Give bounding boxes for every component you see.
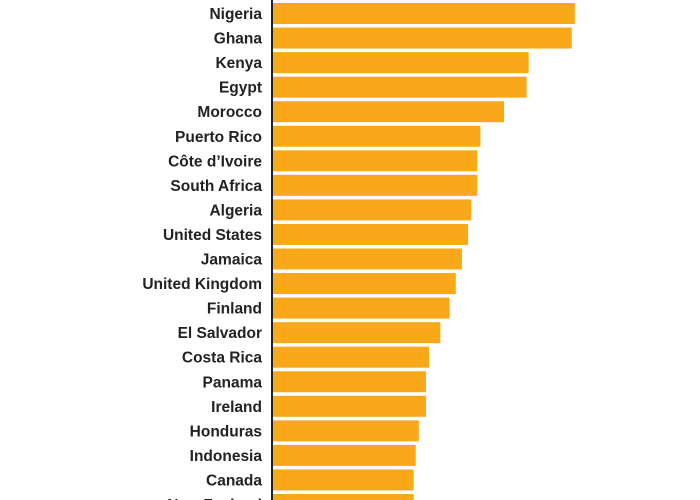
category-label: United Kingdom <box>142 276 262 293</box>
bar-united-kingdom <box>272 273 456 295</box>
category-label: El Salvador <box>178 325 262 342</box>
bar-el-salvador <box>272 322 441 344</box>
category-labels-group: Nigeria Ghana Kenya Egypt Morocco Puerto Rico… <box>142 6 262 500</box>
bar-south-africa <box>272 174 478 196</box>
bar-indonesia <box>272 444 416 466</box>
bar-puerto-rico <box>272 125 481 147</box>
bar-jamaica <box>272 248 462 270</box>
category-label: Panama <box>203 374 263 391</box>
category-label: Honduras <box>190 423 262 440</box>
bar-algeria <box>272 199 472 221</box>
bar-new-zealand <box>272 494 414 500</box>
category-label: Kenya <box>215 55 262 72</box>
category-label: Côte d’Ivoire <box>168 153 262 170</box>
bar-canada <box>272 469 414 491</box>
category-label: Canada <box>206 472 262 489</box>
category-label: Morocco <box>197 104 262 121</box>
category-label: Ghana <box>214 31 263 48</box>
category-label: Ireland <box>211 399 262 416</box>
bar-united-states <box>272 223 469 245</box>
category-label: Nigeria <box>209 6 262 23</box>
category-label: United States <box>163 227 262 244</box>
category-label: Algeria <box>209 202 262 219</box>
category-label: Jamaica <box>201 252 263 269</box>
bar-costa-rica <box>272 346 430 368</box>
category-label: Puerto Rico <box>175 129 262 146</box>
bar-ireland <box>272 395 426 417</box>
category-label: Indonesia <box>190 448 263 465</box>
bar-nigeria <box>272 3 575 24</box>
category-label: Costa Rica <box>182 350 262 367</box>
bar-c-te-d-ivoire <box>272 150 478 172</box>
category-label: New Zealand <box>167 497 262 500</box>
bar-ghana <box>272 27 572 49</box>
bar-finland <box>272 297 450 319</box>
bar-honduras <box>272 420 419 442</box>
category-label: Egypt <box>219 80 262 97</box>
bar-panama <box>272 371 426 393</box>
category-label: Finland <box>207 301 262 318</box>
bar-kenya <box>272 52 529 74</box>
bar-egypt <box>272 76 527 98</box>
bar-morocco <box>272 101 505 123</box>
bars-group <box>272 3 575 500</box>
category-label: South Africa <box>170 178 262 195</box>
